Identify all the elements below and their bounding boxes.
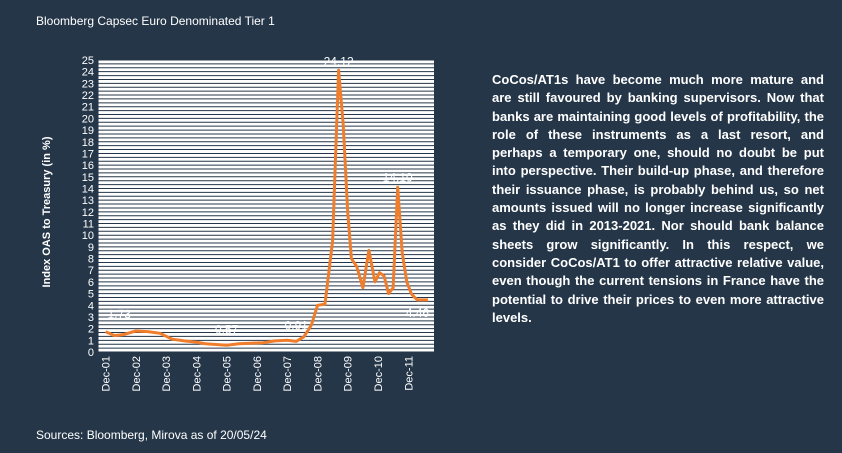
y-tick-label: 13 xyxy=(82,195,94,207)
y-tick-label: 5 xyxy=(88,289,94,301)
y-tick-label: 10 xyxy=(82,230,94,242)
x-tick-label: Dec-10 xyxy=(373,356,385,391)
y-tick-label: 2 xyxy=(88,324,94,336)
data-label: 0.91 xyxy=(285,318,309,332)
data-label: 4.46 xyxy=(406,306,430,320)
y-tick-label: 4 xyxy=(88,300,94,312)
y-tick-label: 23 xyxy=(82,78,94,90)
source-note: Sources: Bloomberg, Mirova as of 20/05/2… xyxy=(36,428,267,442)
series-line xyxy=(105,68,428,347)
x-tick-label: Dec-08 xyxy=(312,356,324,391)
y-tick-label: 18 xyxy=(82,137,94,149)
data-label: 0.57 xyxy=(215,322,239,336)
y-tick-label: 12 xyxy=(82,207,94,219)
y-tick-label: 24 xyxy=(82,67,94,79)
x-tick-label: Dec-03 xyxy=(161,356,173,391)
y-tick-label: 25 xyxy=(82,55,94,67)
y-axis-label: Index OAS to Treasury (in %) xyxy=(41,136,53,287)
y-tick-label: 17 xyxy=(82,148,94,160)
plot-background xyxy=(98,60,434,352)
x-tick-label: Dec-09 xyxy=(343,356,355,391)
y-tick-label: 0 xyxy=(88,347,94,359)
y-tick-label: 15 xyxy=(82,172,94,184)
y-axis-ticks: 0123456789101112131415161718192021222324… xyxy=(82,55,94,359)
x-tick-label: Dec-11 xyxy=(403,356,415,391)
y-tick-label: 1 xyxy=(88,335,94,347)
data-label: 14.10 xyxy=(383,170,413,184)
y-tick-label: 11 xyxy=(83,219,94,231)
data-label: 24.12 xyxy=(324,54,354,68)
x-tick-label: Dec-02 xyxy=(131,356,143,391)
commentary-text: CoCos/AT1s have become much more mature … xyxy=(492,72,824,325)
x-axis-ticks: Dec-01 Dec-02 Dec-03 Dec-04 Dec-05 Dec-06 Dec-… xyxy=(101,356,416,391)
y-tick-label: 6 xyxy=(88,277,94,289)
y-tick-label: 8 xyxy=(88,254,94,266)
y-tick-label: 20 xyxy=(82,113,94,125)
grid-lines xyxy=(97,59,434,353)
y-tick-label: 3 xyxy=(88,312,94,324)
y-tick-label: 16 xyxy=(82,160,94,172)
y-tick-label: 21 xyxy=(82,102,94,114)
x-tick-label: Dec-07 xyxy=(282,356,294,391)
data-label: 1.73 xyxy=(108,307,132,321)
y-tick-label: 19 xyxy=(82,125,94,137)
x-tick-label: Dec-06 xyxy=(252,356,264,391)
x-tick-label: Dec-01 xyxy=(101,356,113,391)
data-labels: 1.73 0.57 0.91 24.12 14.10 4.46 xyxy=(108,54,430,336)
y-tick-label: 22 xyxy=(82,90,94,102)
y-tick-label: 14 xyxy=(82,183,94,195)
chart-title: Bloomberg Capsec Euro Denominated Tier 1 xyxy=(36,14,275,28)
x-tick-label: Dec-05 xyxy=(222,356,234,391)
y-tick-label: 7 xyxy=(88,265,94,277)
x-tick-label: Dec-04 xyxy=(191,356,203,391)
y-tick-label: 9 xyxy=(88,242,94,254)
